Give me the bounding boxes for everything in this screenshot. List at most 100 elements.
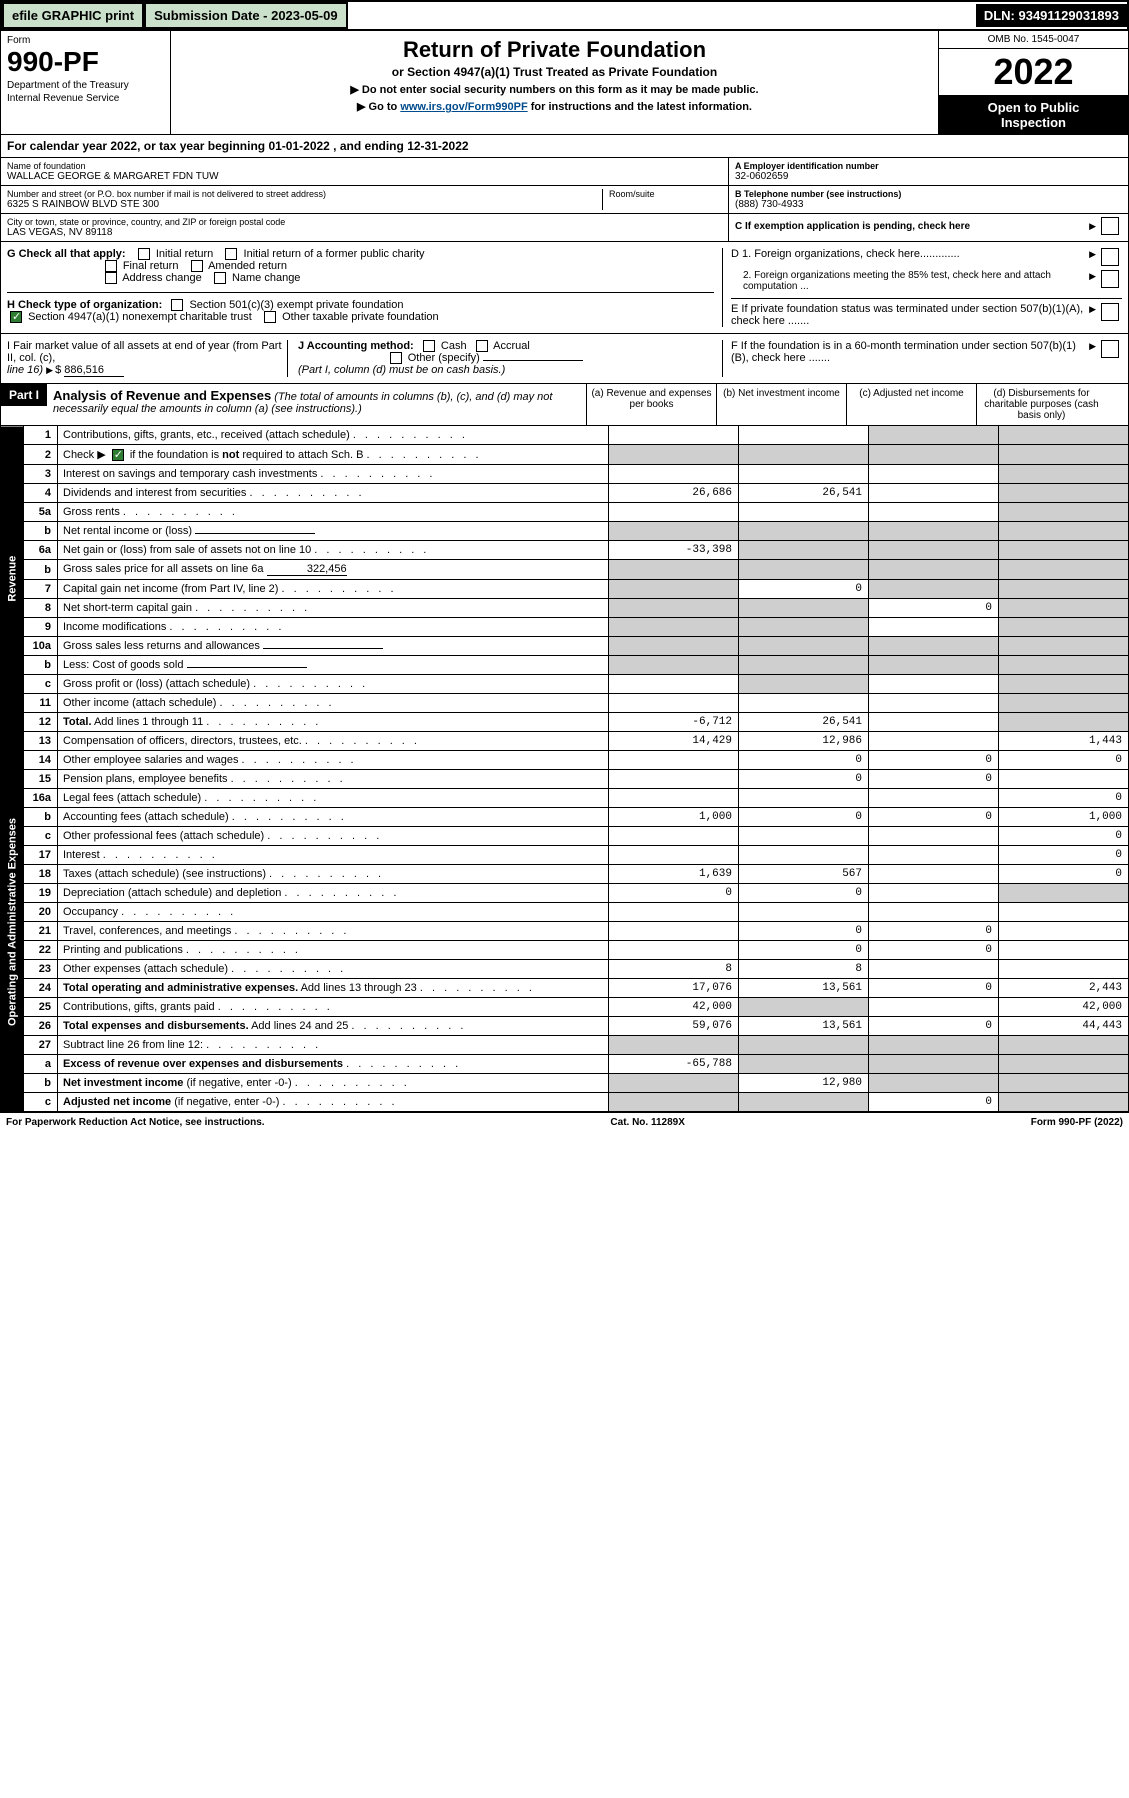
amount-cell: 0 [999, 865, 1129, 884]
line-description: Compensation of officers, directors, tru… [58, 732, 609, 751]
table-row: 6aNet gain or (loss) from sale of assets… [1, 541, 1129, 560]
table-row: 23Other expenses (attach schedule) 88 [1, 960, 1129, 979]
line-description: Travel, conferences, and meetings [58, 922, 609, 941]
line-number: 6a [24, 541, 58, 560]
amount-cell [609, 1036, 739, 1055]
amount-cell [739, 541, 869, 560]
table-row: 4Dividends and interest from securities … [1, 484, 1129, 503]
amount-cell: 2,443 [999, 979, 1129, 998]
amount-cell [869, 465, 999, 484]
table-row: 19Depreciation (attach schedule) and dep… [1, 884, 1129, 903]
part1-header-row: Part I Analysis of Revenue and Expenses … [0, 384, 1129, 426]
amount-cell: 42,000 [609, 998, 739, 1017]
col-c-header: (c) Adjusted net income [846, 384, 976, 425]
line-number: 22 [24, 941, 58, 960]
address-change-checkbox[interactable] [105, 272, 117, 284]
initial-return-checkbox[interactable] [138, 248, 150, 260]
name-change-checkbox[interactable] [214, 272, 226, 284]
line-number: 23 [24, 960, 58, 979]
amount-cell [999, 522, 1129, 541]
amount-cell [609, 675, 739, 694]
line-number: 8 [24, 599, 58, 618]
amount-cell [869, 580, 999, 599]
paperwork-notice: For Paperwork Reduction Act Notice, see … [6, 1117, 265, 1128]
other-method-checkbox[interactable] [390, 352, 402, 364]
amount-cell: 1,000 [999, 808, 1129, 827]
amount-cell [869, 732, 999, 751]
line-number: 2 [24, 445, 58, 465]
amount-cell [869, 541, 999, 560]
form990pf-link[interactable]: www.irs.gov/Form990PF [400, 101, 527, 113]
amount-cell: 0 [739, 941, 869, 960]
amount-cell [869, 656, 999, 675]
d1-label: D 1. Foreign organizations, check here..… [731, 248, 1089, 266]
address-label: Number and street (or P.O. box number if… [7, 189, 602, 199]
d1-checkbox[interactable] [1101, 248, 1119, 266]
efile-print-button[interactable]: efile GRAPHIC print [2, 2, 144, 29]
amount-cell [869, 1074, 999, 1093]
amount-cell [609, 941, 739, 960]
line-number: 14 [24, 751, 58, 770]
amount-cell: 1,000 [609, 808, 739, 827]
amount-cell [869, 960, 999, 979]
table-row: aExcess of revenue over expenses and dis… [1, 1055, 1129, 1074]
amount-cell: 0 [739, 751, 869, 770]
j-label: J Accounting method: [298, 340, 414, 352]
amount-cell [739, 694, 869, 713]
line-description: Adjusted net income (if negative, enter … [58, 1093, 609, 1112]
table-row: 25Contributions, gifts, grants paid 42,0… [1, 998, 1129, 1017]
amount-cell [999, 445, 1129, 465]
amount-cell [609, 580, 739, 599]
line-description: Gross profit or (loss) (attach schedule) [58, 675, 609, 694]
amount-cell [609, 846, 739, 865]
line-description: Interest [58, 846, 609, 865]
501c3-checkbox[interactable] [171, 299, 183, 311]
cash-checkbox[interactable] [423, 340, 435, 352]
line-description: Legal fees (attach schedule) [58, 789, 609, 808]
line-description: Excess of revenue over expenses and disb… [58, 1055, 609, 1074]
other-taxable-checkbox[interactable] [264, 311, 276, 323]
accrual-checkbox[interactable] [476, 340, 488, 352]
amount-cell [869, 522, 999, 541]
sch-b-checkbox[interactable] [112, 449, 124, 461]
amount-cell [999, 503, 1129, 522]
i-label: I Fair market value of all assets at end… [7, 340, 282, 364]
table-row: cAdjusted net income (if negative, enter… [1, 1093, 1129, 1112]
amount-cell [739, 827, 869, 846]
f-checkbox[interactable] [1101, 340, 1119, 358]
expenses-side-label: Operating and Administrative Expenses [1, 732, 24, 1112]
table-row: bNet rental income or (loss) [1, 522, 1129, 541]
line-number: 9 [24, 618, 58, 637]
table-row: 3Interest on savings and temporary cash … [1, 465, 1129, 484]
table-row: 7Capital gain net income (from Part IV, … [1, 580, 1129, 599]
amended-return-checkbox[interactable] [191, 260, 203, 272]
4947-checkbox[interactable] [10, 311, 22, 323]
line-number: 3 [24, 465, 58, 484]
amount-cell [999, 599, 1129, 618]
line-number: 7 [24, 580, 58, 599]
amount-cell [999, 694, 1129, 713]
line-number: 24 [24, 979, 58, 998]
amount-cell [999, 1093, 1129, 1112]
amount-cell [869, 998, 999, 1017]
line-description: Net gain or (loss) from sale of assets n… [58, 541, 609, 560]
f-label: F If the foundation is in a 60-month ter… [731, 340, 1089, 364]
amount-cell [609, 426, 739, 445]
initial-former-checkbox[interactable] [225, 248, 237, 260]
entity-block: Name of foundation WALLACE GEORGE & MARG… [0, 158, 1129, 242]
e-checkbox[interactable] [1101, 303, 1119, 321]
table-row: Operating and Administrative Expenses13C… [1, 732, 1129, 751]
amount-cell [869, 903, 999, 922]
line-description: Accounting fees (attach schedule) [58, 808, 609, 827]
table-row: 9Income modifications [1, 618, 1129, 637]
amount-cell [739, 618, 869, 637]
table-row: Revenue1Contributions, gifts, grants, et… [1, 426, 1129, 445]
d2-checkbox[interactable] [1101, 270, 1119, 288]
final-return-checkbox[interactable] [105, 260, 117, 272]
amount-cell [999, 1055, 1129, 1074]
table-row: 22Printing and publications 00 [1, 941, 1129, 960]
section-g-h-row: G Check all that apply: Initial return I… [0, 242, 1129, 334]
open-public-badge: Open to Public Inspection [939, 96, 1128, 134]
amount-cell: 567 [739, 865, 869, 884]
exemption-pending-checkbox[interactable] [1101, 217, 1119, 235]
